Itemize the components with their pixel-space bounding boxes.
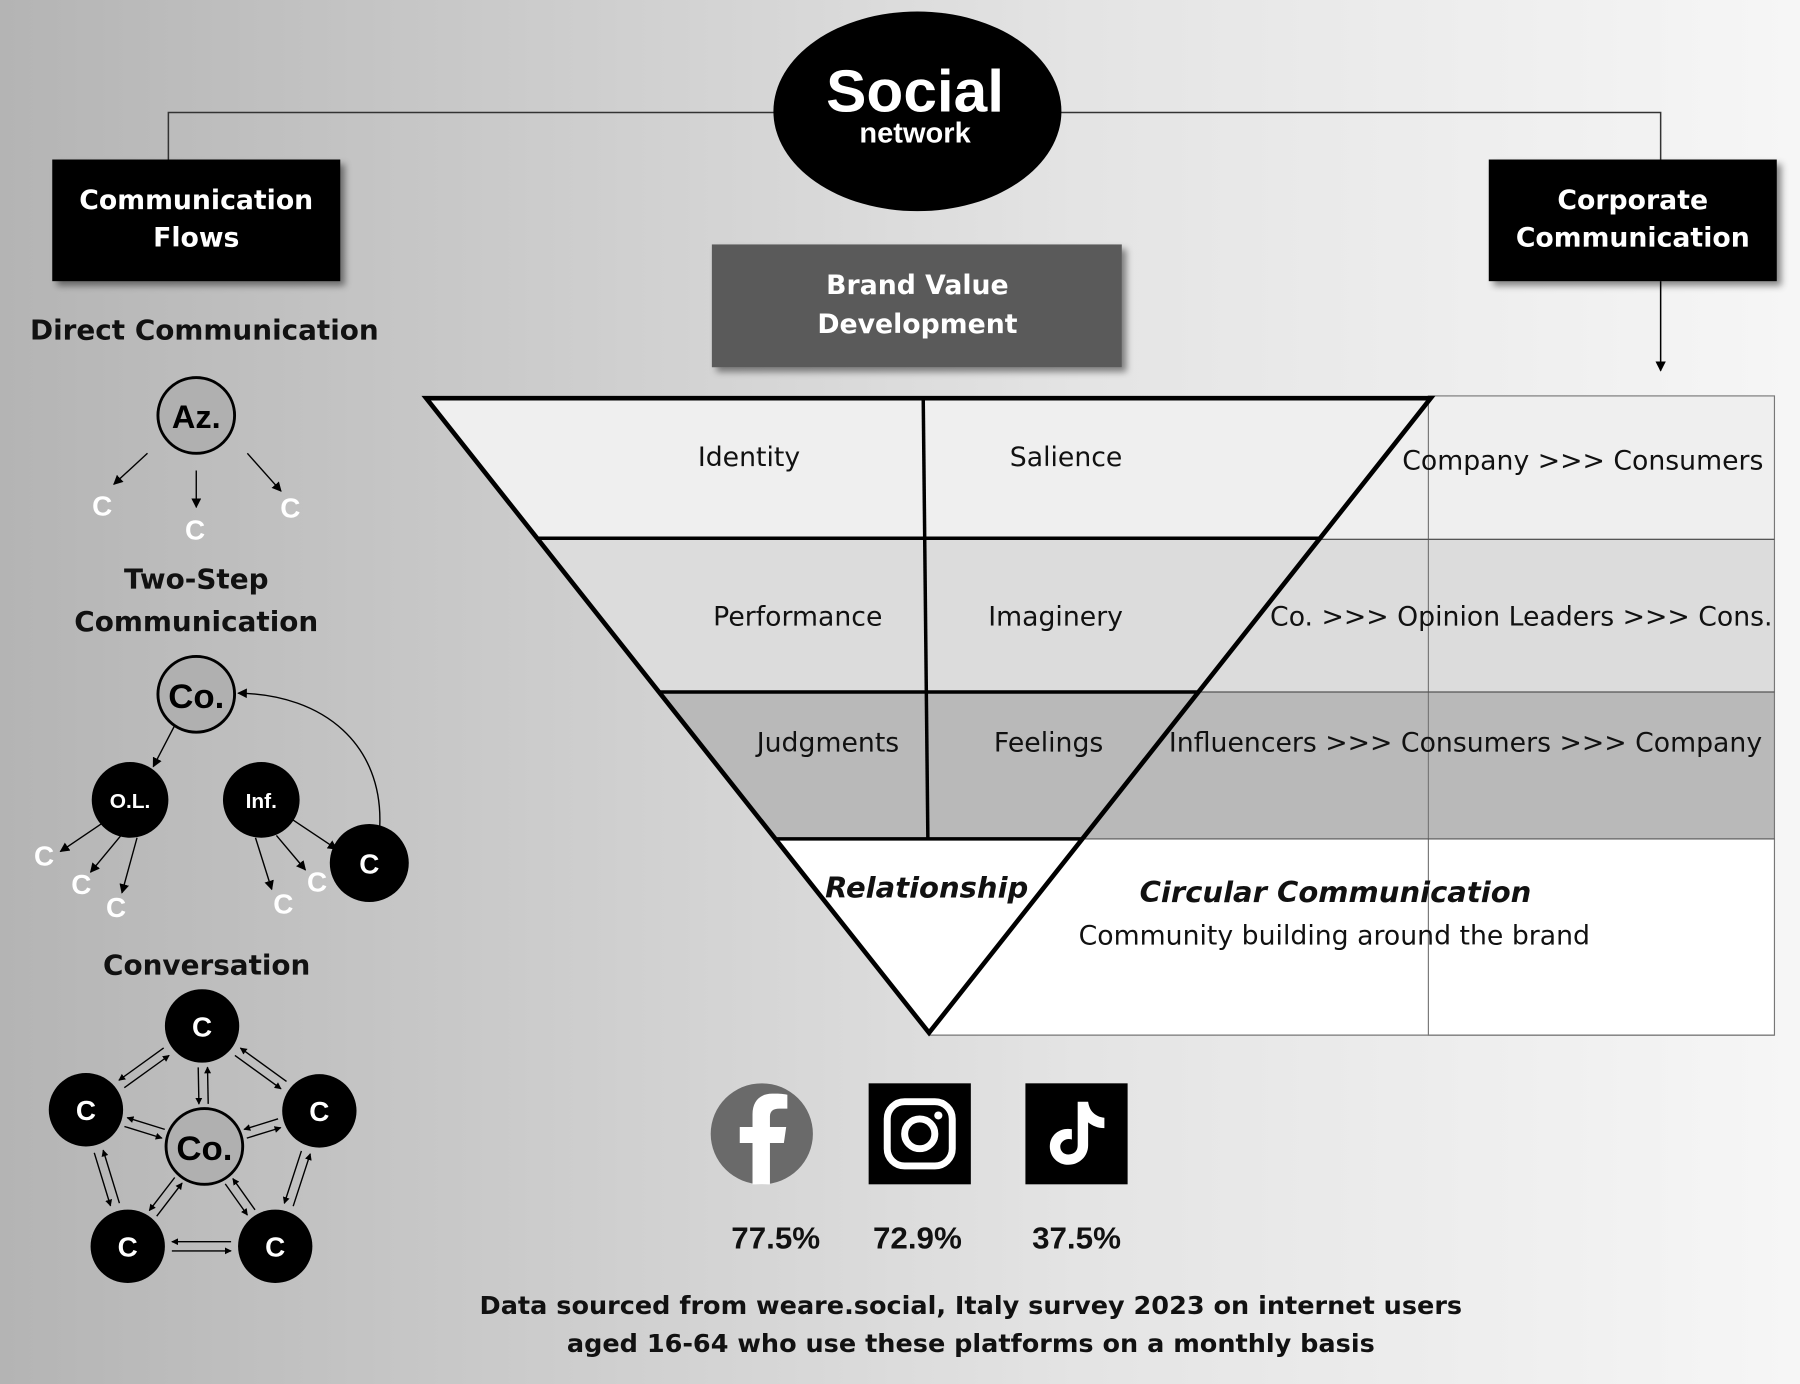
box-label: Corporate (1557, 185, 1708, 216)
title-ellipse: Social network (773, 11, 1062, 212)
conversation-arrow (124, 1125, 163, 1140)
conversation: Conversation Co. C C C C C (48, 948, 357, 1284)
identity-label: Identity (698, 442, 800, 473)
facebook-icon (710, 1083, 813, 1185)
conversation-title: Conversation (103, 948, 310, 981)
consumer-node (90, 1209, 165, 1284)
consumer-node (48, 1073, 124, 1147)
band-row-1 (426, 395, 1775, 539)
conversation-arrow (246, 1126, 282, 1139)
title-sub: network (859, 117, 971, 149)
conversation-arrow (204, 1066, 212, 1104)
opinion-leaders-node: O.L. (110, 790, 151, 813)
consumer-label: C (118, 1232, 138, 1263)
judgments-label: Judgments (755, 728, 899, 759)
footer-line-1: Data sourced from weare.social, Italy su… (480, 1290, 1463, 1320)
influencers-node: Inf. (246, 790, 277, 813)
box-label: Development (817, 309, 1017, 340)
consumer-node (164, 989, 240, 1063)
conversation-arrow (282, 1150, 303, 1205)
direct-title: Direct Communication (30, 314, 379, 347)
conversation-arrow (224, 1183, 248, 1216)
consumer-node (282, 1074, 357, 1148)
corporate-communication-box: Corporate Communication (1488, 159, 1777, 282)
conversation-arrow (123, 1054, 170, 1089)
az-node: Az. (172, 399, 221, 435)
conversation-arrow (126, 1116, 165, 1131)
imaginery-label: Imaginery (988, 602, 1123, 633)
instagram-value: 72.9% (873, 1221, 962, 1256)
tiktok-icon (1025, 1083, 1128, 1185)
c-node: C (280, 493, 300, 524)
conversation-arrow (93, 1152, 113, 1207)
company-node: Co. (176, 1130, 232, 1168)
c-node: C (71, 869, 91, 900)
pyramid-outline (421, 395, 1436, 1037)
conversation-arrow (234, 1054, 282, 1090)
consumer-label: C (76, 1095, 96, 1126)
title-main: Social (826, 58, 1004, 125)
conversation-arrows (93, 1047, 312, 1255)
footer: Data sourced from weare.social, Italy su… (480, 1290, 1463, 1358)
relationship-label: Relationship (825, 871, 1028, 905)
c-node: C (34, 840, 54, 871)
c-node: C (185, 515, 205, 546)
instagram-icon (868, 1083, 971, 1185)
conversation-arrow (195, 1067, 203, 1105)
conversation-arrow (243, 1118, 279, 1131)
c-node: C (106, 892, 126, 923)
conversation-arrow (292, 1153, 312, 1207)
box-label: Flows (153, 223, 239, 254)
platform-values: 77.5% 72.9% 37.5% (731, 1221, 1121, 1256)
flow-label-2: Co. >>> Opinion Leaders >>> Cons. (1270, 602, 1772, 633)
box-label: Brand Value (826, 270, 1008, 301)
band-dividers (1080, 538, 1775, 840)
performance-label: Performance (713, 602, 882, 633)
two-step-title: Communication (74, 605, 318, 638)
flow-label-3: Influencers >>> Consumers >>> Company (1169, 728, 1762, 759)
box-label: Communication (1516, 223, 1750, 254)
consumer-label: C (192, 1011, 212, 1042)
circular-communication-desc: Community building around the brand (1079, 921, 1590, 952)
feelings-label: Feelings (994, 728, 1103, 759)
conversation-arrow (239, 1047, 287, 1082)
box-label: Communication (79, 185, 313, 216)
salience-label: Salience (1010, 442, 1123, 473)
two-step-communication: Two-Step Communication Co. O.L. Inf. C C… (34, 563, 409, 923)
c-node: C (92, 490, 112, 521)
communication-flows-box: Communication Flows (52, 159, 341, 282)
consumer-node (238, 1209, 313, 1284)
band-row-2 (426, 538, 1775, 692)
consumer-label: C (309, 1096, 329, 1127)
pyramid-texts: Identity Salience Company >>> Consumers … (698, 442, 1773, 951)
tiktok-value: 37.5% (1032, 1221, 1121, 1256)
conversation-arrow (232, 1178, 256, 1211)
c-node: C (273, 889, 293, 920)
company-node: Co. (168, 678, 224, 716)
c-node: C (307, 867, 327, 898)
brand-value-box: Brand Value Development (711, 244, 1122, 368)
conversation-arrow (156, 1182, 183, 1217)
direct-communication: Direct Communication Az. C C C (30, 314, 379, 545)
circular-communication-title: Circular Communication (1140, 875, 1532, 909)
consumer-label: C (265, 1232, 285, 1263)
flow-label-1: Company >>> Consumers (1402, 446, 1763, 477)
conversation-arrow (101, 1149, 121, 1204)
conversation-arrow (118, 1047, 165, 1081)
two-step-title: Two-Step (124, 563, 269, 596)
footer-line-2: aged 16-64 who use these platforms on a … (567, 1328, 1375, 1358)
facebook-value: 77.5% (731, 1221, 820, 1256)
conversation-arrow (148, 1177, 176, 1212)
consumer-node: C (359, 848, 379, 879)
